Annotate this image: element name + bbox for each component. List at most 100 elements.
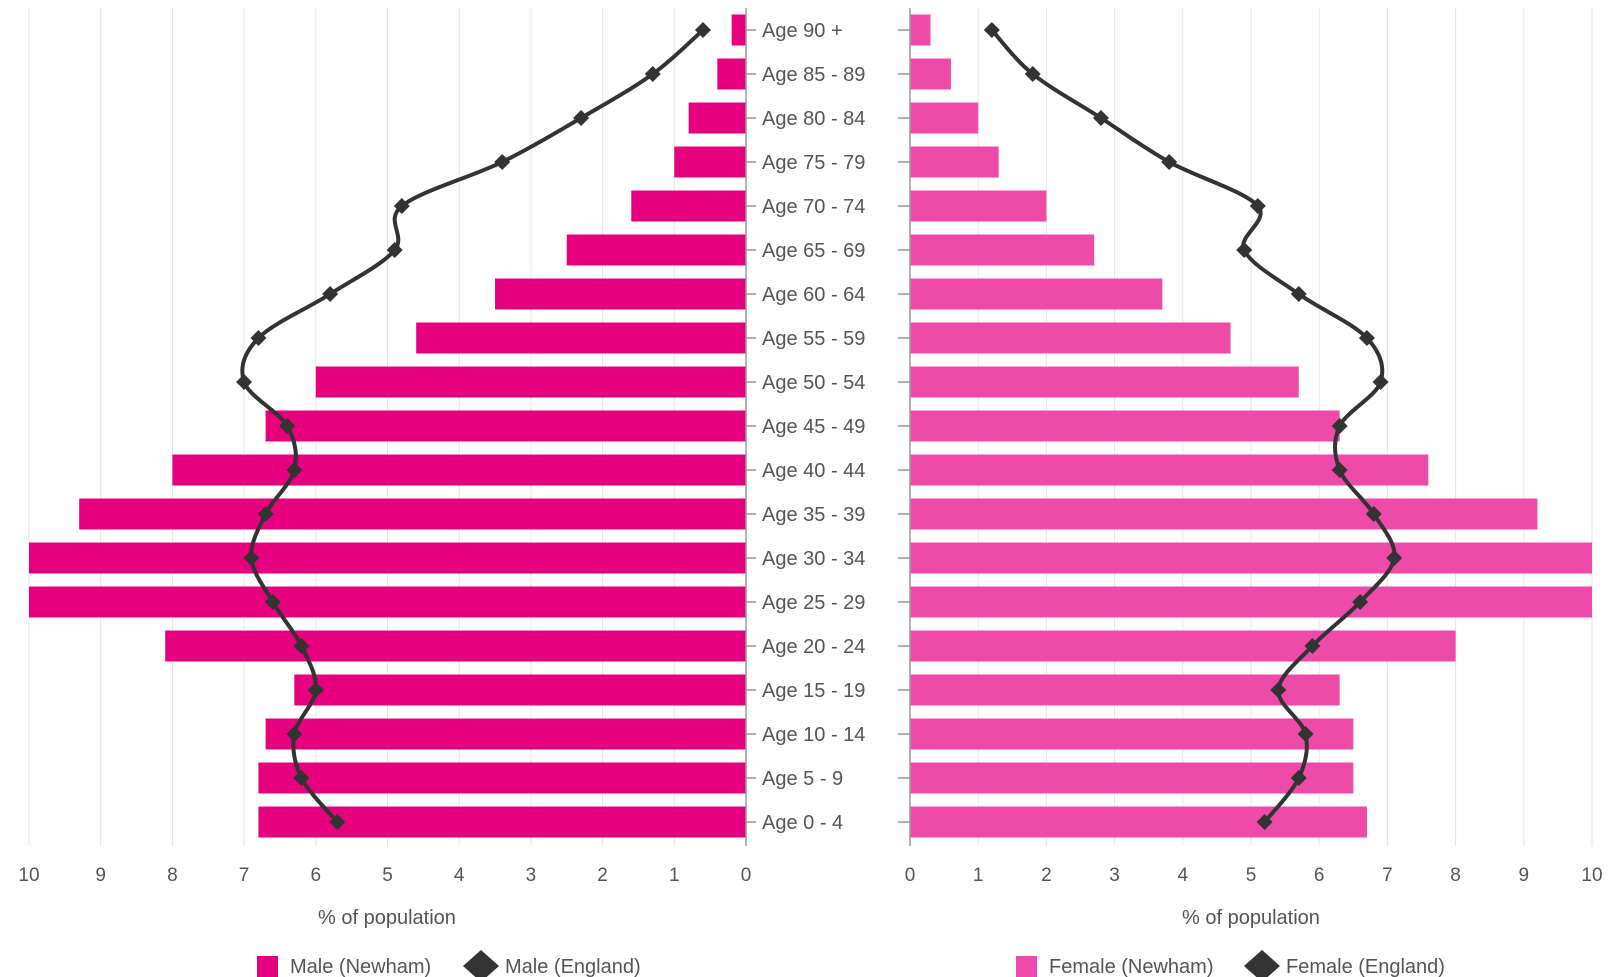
marker-female-england[interactable] [1331, 462, 1348, 478]
bar-female-newham[interactable] [910, 806, 1367, 838]
legend-item-female-newham[interactable]: Female (Newham) [1016, 956, 1213, 977]
marker-female-england[interactable] [1024, 66, 1041, 82]
marker-male-england[interactable] [694, 22, 711, 38]
legend-item-male-england[interactable]: Male (England) [463, 950, 641, 977]
marker-female-england[interactable] [1256, 814, 1273, 830]
marker-female-england[interactable] [1092, 110, 1109, 126]
legend-label-female-england: Female (England) [1286, 956, 1445, 977]
category-label: Age 75 - 79 [762, 152, 865, 174]
category-label: Age 20 - 24 [762, 636, 865, 658]
bar-female-newham[interactable] [910, 14, 931, 46]
bar-male-newham[interactable] [265, 410, 746, 442]
marker-female-england[interactable] [1297, 726, 1314, 742]
bar-male-newham[interactable] [79, 498, 746, 530]
legend-item-male-newham[interactable]: Male (Newham) [257, 956, 431, 977]
marker-male-england[interactable] [386, 242, 403, 258]
left-x-tick-label: 10 [18, 865, 39, 886]
marker-male-england[interactable] [573, 110, 590, 126]
marker-male-england[interactable] [286, 462, 303, 478]
england-lines [236, 22, 1403, 830]
x-tick-labels: 10 9 8 7 6 5 4 3 2 1 0 0 1 2 3 4 5 6 7 8 9 10 [18, 865, 1602, 886]
bar-male-newham[interactable] [165, 630, 747, 662]
right-x-tick-label: 4 [1178, 865, 1189, 886]
bar-male-newham[interactable] [294, 674, 746, 706]
marker-female-england[interactable] [1249, 198, 1266, 214]
bar-male-newham[interactable] [29, 586, 746, 618]
bar-male-newham[interactable] [688, 102, 746, 134]
category-label: Age 10 - 14 [762, 724, 865, 746]
category-label: Age 80 - 84 [762, 108, 865, 130]
category-label: Age 65 - 69 [762, 240, 865, 262]
legend-item-female-england[interactable]: Female (England) [1244, 950, 1445, 977]
bar-male-newham[interactable] [717, 58, 746, 90]
bar-male-newham[interactable] [258, 762, 746, 794]
bar-female-newham[interactable] [910, 454, 1429, 486]
left-x-tick-label: 5 [382, 865, 393, 886]
marker-male-england[interactable] [264, 594, 281, 610]
bar-female-newham[interactable] [910, 234, 1095, 266]
marker-male-england[interactable] [250, 330, 267, 346]
age-category-labels: Age 0 - 4 Age 5 - 9 Age 10 - 14 Age 15 - 19… [762, 20, 865, 834]
bar-male-newham[interactable] [265, 718, 746, 750]
marker-female-england[interactable] [1331, 418, 1348, 434]
marker-male-england[interactable] [279, 418, 296, 434]
bar-male-newham[interactable] [29, 542, 746, 574]
bar-female-newham[interactable] [910, 762, 1354, 794]
marker-female-england[interactable] [1358, 330, 1375, 346]
bar-male-newham[interactable] [731, 14, 746, 46]
marker-female-england[interactable] [1290, 286, 1307, 302]
marker-male-england[interactable] [257, 506, 274, 522]
marker-male-england[interactable] [307, 682, 324, 698]
bar-female-newham[interactable] [910, 542, 1592, 574]
bar-female-newham[interactable] [910, 278, 1163, 310]
bar-male-newham[interactable] [495, 278, 746, 310]
bar-male-newham[interactable] [631, 190, 746, 222]
marker-male-england[interactable] [393, 198, 410, 214]
right-x-tick-label: 3 [1109, 865, 1120, 886]
bar-male-newham[interactable] [416, 322, 746, 354]
bar-male-newham[interactable] [566, 234, 746, 266]
legend: Male (Newham) Male (England) Female (New… [257, 950, 1445, 977]
marker-male-england[interactable] [293, 638, 310, 654]
marker-female-england[interactable] [1290, 770, 1307, 786]
bar-female-newham[interactable] [910, 190, 1047, 222]
right-x-tick-label: 6 [1314, 865, 1325, 886]
bar-female-newham[interactable] [910, 586, 1592, 618]
marker-male-england[interactable] [329, 814, 346, 830]
marker-male-england[interactable] [644, 66, 661, 82]
marker-male-england[interactable] [293, 770, 310, 786]
bar-female-newham[interactable] [910, 630, 1456, 662]
bar-female-newham[interactable] [910, 102, 979, 134]
marker-female-england[interactable] [1304, 638, 1321, 654]
marker-female-england[interactable] [1386, 550, 1403, 566]
bar-female-newham[interactable] [910, 58, 951, 90]
right-x-tick-label: 10 [1581, 865, 1602, 886]
marker-female-england[interactable] [1352, 594, 1369, 610]
marker-male-england[interactable] [322, 286, 339, 302]
marker-female-england[interactable] [983, 22, 1000, 38]
bar-female-newham[interactable] [910, 410, 1340, 442]
marker-female-england[interactable] [1365, 506, 1382, 522]
marker-female-england[interactable] [1270, 682, 1287, 698]
bar-female-newham[interactable] [910, 366, 1299, 398]
marker-male-england[interactable] [494, 154, 511, 170]
left-x-tick-label: 6 [311, 865, 322, 886]
marker-male-england[interactable] [286, 726, 303, 742]
bar-female-newham[interactable] [910, 322, 1231, 354]
marker-female-england[interactable] [1236, 242, 1253, 258]
bar-female-newham[interactable] [910, 498, 1538, 530]
category-label: Age 85 - 89 [762, 64, 865, 86]
bar-female-newham[interactable] [910, 146, 999, 178]
bar-male-newham[interactable] [315, 366, 746, 398]
bar-male-newham[interactable] [674, 146, 746, 178]
marker-female-england[interactable] [1372, 374, 1389, 390]
bar-male-newham[interactable] [172, 454, 746, 486]
marker-female-england[interactable] [1161, 154, 1178, 170]
bar-female-newham[interactable] [910, 674, 1340, 706]
category-label: Age 25 - 29 [762, 592, 865, 614]
marker-male-england[interactable] [236, 374, 253, 390]
bar-female-newham[interactable] [910, 718, 1354, 750]
marker-male-england[interactable] [243, 550, 260, 566]
gridlines [28, 8, 1593, 846]
legend-label-male-newham: Male (Newham) [290, 956, 431, 977]
